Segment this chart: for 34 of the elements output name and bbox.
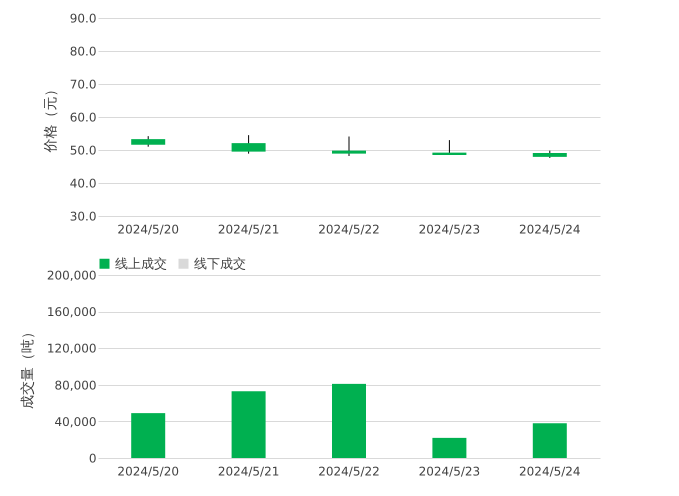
x-tick-label: 2024/5/23 xyxy=(418,222,480,236)
y-tick-label: 30.0 xyxy=(70,210,96,224)
y-axis-title: 成交量（吨） xyxy=(20,325,36,409)
candlestick xyxy=(332,136,366,156)
y-tick-label: 200,000 xyxy=(46,268,96,282)
y-tick-label: 70.0 xyxy=(70,78,96,92)
bar xyxy=(232,391,266,458)
legend-label: 线下成交 xyxy=(194,256,246,272)
x-tick-label: 2024/5/21 xyxy=(218,222,280,236)
y-tick-label: 90.0 xyxy=(70,12,96,26)
bar xyxy=(432,438,466,458)
x-tick-label: 2024/5/22 xyxy=(318,222,380,236)
x-tick-label: 2024/5/22 xyxy=(318,464,380,478)
y-tick-label: 40.0 xyxy=(70,176,96,190)
y-tick-label: 40,000 xyxy=(54,414,96,429)
x-tick-label: 2024/5/24 xyxy=(519,464,581,478)
y-tick-label: 50.0 xyxy=(70,144,96,158)
bar xyxy=(332,384,366,458)
y-tick-label: 120,000 xyxy=(46,342,96,356)
y-axis-title: 价格（元） xyxy=(42,82,59,154)
y-tick-label: 80.0 xyxy=(70,44,96,58)
y-tick-label: 0 xyxy=(88,452,96,466)
y-tick-label: 160,000 xyxy=(46,305,96,320)
y-tick-label: 60.0 xyxy=(70,110,96,124)
x-tick-label: 2024/5/21 xyxy=(218,464,280,478)
candlestick xyxy=(432,140,466,156)
x-tick-label: 2024/5/20 xyxy=(117,222,179,236)
x-tick-label: 2024/5/20 xyxy=(117,464,179,478)
legend-label: 线上成交 xyxy=(115,256,167,272)
bar xyxy=(131,413,166,458)
x-tick-label: 2024/5/24 xyxy=(519,222,581,236)
y-tick-label: 80,000 xyxy=(54,378,96,392)
bar xyxy=(532,423,567,458)
x-tick-label: 2024/5/23 xyxy=(418,464,480,478)
